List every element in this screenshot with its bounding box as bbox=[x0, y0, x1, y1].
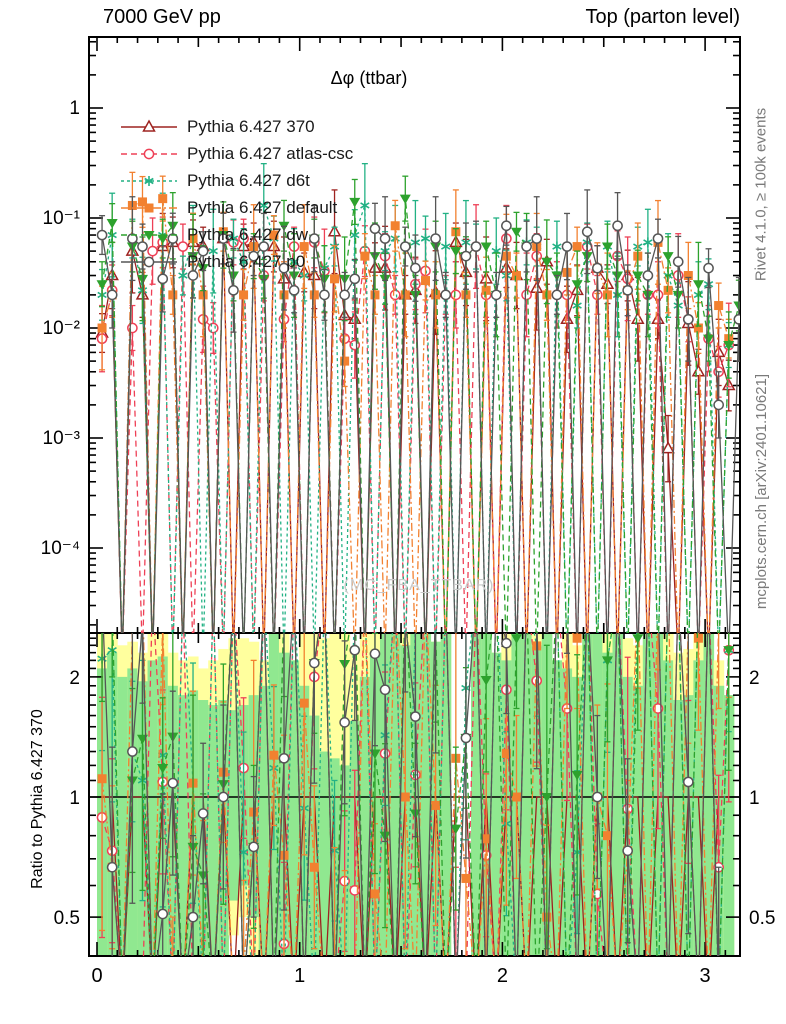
svg-text:10⁻³: 10⁻³ bbox=[43, 428, 81, 449]
svg-text:0: 0 bbox=[91, 965, 102, 987]
axes-frame bbox=[88, 36, 741, 957]
legend-entry: Pythia 6.427 p0 bbox=[120, 248, 353, 275]
legend-entry: Pythia 6.427 d6t bbox=[120, 167, 353, 194]
svg-text:1: 1 bbox=[294, 965, 305, 987]
triangle-open-legend-swatch bbox=[121, 118, 177, 132]
svg-text:10⁻²: 10⁻² bbox=[43, 318, 81, 339]
svg-text:0.5: 0.5 bbox=[54, 908, 80, 929]
svg-text:2: 2 bbox=[69, 668, 80, 689]
circle-open-legend-swatch bbox=[121, 148, 177, 159]
svg-text:0.5: 0.5 bbox=[749, 908, 775, 929]
svg-text:1: 1 bbox=[69, 788, 80, 809]
legend-entry-label: Pythia 6.427 370 bbox=[187, 116, 315, 136]
legend-entry-label: Pythia 6.427 dw bbox=[187, 224, 308, 244]
svg-text:10⁻⁴: 10⁻⁴ bbox=[41, 538, 80, 559]
series-main-pythia-6-427-p0 bbox=[96, 189, 740, 633]
legend-entry: Pythia 6.427 370 bbox=[120, 113, 353, 140]
legend-entry-label: Pythia 6.427 default bbox=[187, 197, 338, 217]
observable-title: Δφ (ttbar) bbox=[330, 68, 408, 88]
svg-text:3: 3 bbox=[700, 965, 711, 987]
svg-text:2: 2 bbox=[497, 965, 508, 987]
square-filled-legend-swatch bbox=[121, 203, 177, 212]
axis-ticks bbox=[89, 37, 740, 956]
axis-tick-labels: 1 10⁻¹ 10⁻² 10⁻³ 10⁻⁴ 0 1 2 3 2 2 1 1 0.5 0.5 bbox=[41, 98, 776, 987]
ratio-axis-label: Ratio to Pythia 6.427 370 bbox=[29, 709, 46, 889]
svg-text:2: 2 bbox=[749, 668, 760, 689]
series-ratio-pythia-6-427-p0 bbox=[102, 633, 722, 956]
svg-text:10⁻¹: 10⁻¹ bbox=[43, 208, 81, 229]
legend: Pythia 6.427 370 Pythia 6.427 atlas-csc Py… bbox=[120, 113, 353, 275]
svg-text:1: 1 bbox=[749, 788, 760, 809]
asterisk-legend-swatch bbox=[121, 175, 177, 186]
beam-energy-title: 7000 GeV pp bbox=[103, 6, 221, 28]
mcplots-citation-note: mcplots.cern.ch [arXiv:2401.10621] bbox=[753, 373, 770, 610]
legend-entry: Pythia 6.427 atlas-csc bbox=[120, 140, 353, 167]
rivet-version-note: Rivet 4.1.0, ≥ 100k events bbox=[752, 107, 770, 282]
svg-text:1: 1 bbox=[69, 98, 80, 119]
triangle-down-filled-legend-swatch bbox=[121, 230, 177, 240]
circle-open-legend-swatch bbox=[121, 256, 177, 267]
legend-entry: Pythia 6.427 dw bbox=[120, 221, 353, 248]
analysis-watermark: (MC_FBA_TTBAR) bbox=[343, 577, 495, 594]
process-title: Top (parton level) bbox=[585, 6, 740, 28]
legend-entry: Pythia 6.427 default bbox=[120, 194, 353, 221]
legend-entry-label: Pythia 6.427 d6t bbox=[187, 170, 310, 190]
legend-entry-label: Pythia 6.427 p0 bbox=[187, 251, 306, 271]
legend-entry-label: Pythia 6.427 atlas-csc bbox=[187, 143, 354, 163]
